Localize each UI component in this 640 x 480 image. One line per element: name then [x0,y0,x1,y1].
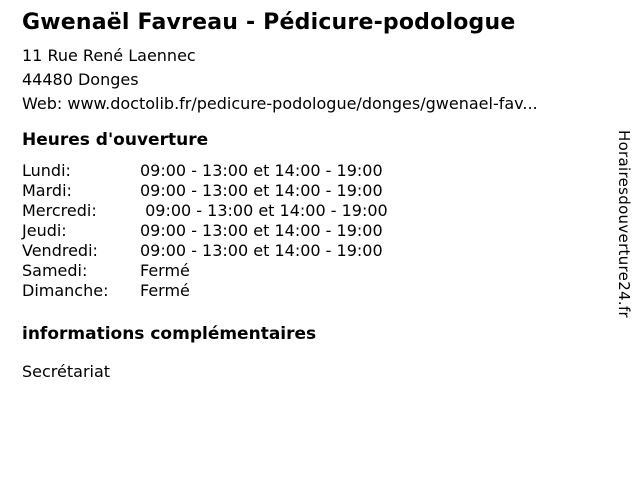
day-hours: Fermé [140,261,190,280]
day-label: Mardi: [22,181,72,200]
day-label: Mercredi: [22,201,97,220]
website-url: Web: www.doctolib.fr/pedicure-podologue/… [22,94,538,113]
address-city: 44480 Donges [22,70,139,89]
day-label: Samedi: [22,261,88,280]
hours-row: Mercredi: 09:00 - 13:00 et 14:00 - 19:00 [22,201,600,221]
main-content: Gwenaël Favreau - Pédicure-podologue 11 … [22,0,600,383]
day-hours: 09:00 - 13:00 et 14:00 - 19:00 [140,241,383,260]
hours-row: Dimanche: Fermé [22,281,600,301]
additional-info-value: Secrétariat [22,362,111,381]
hours-heading: Heures d'ouverture [22,130,209,150]
day-label: Dimanche: [22,281,109,300]
hours-row: Samedi: Fermé [22,261,600,281]
additional-info-heading: informations complémentaires [22,324,317,344]
hours-row: Vendredi: 09:00 - 13:00 et 14:00 - 19:00 [22,241,600,261]
hours-row: Jeudi: 09:00 - 13:00 et 14:00 - 19:00 [22,221,600,241]
day-hours: 09:00 - 13:00 et 14:00 - 19:00 [140,221,383,240]
day-label: Lundi: [22,161,71,180]
day-hours: 09:00 - 13:00 et 14:00 - 19:00 [140,201,388,220]
day-hours: Fermé [140,281,190,300]
day-hours: 09:00 - 13:00 et 14:00 - 19:00 [140,181,383,200]
day-label: Jeudi: [22,221,67,240]
address-block: 11 Rue René Laennec 44480 Donges Web: ww… [22,44,600,116]
page-title: Gwenaël Favreau - Pédicure-podologue [22,10,516,35]
day-label: Vendredi: [22,241,98,260]
day-hours: 09:00 - 13:00 et 14:00 - 19:00 [140,161,383,180]
watermark-site-name: Horairesdouverture24.fr [615,130,633,318]
hours-row: Lundi: 09:00 - 13:00 et 14:00 - 19:00 [22,161,600,181]
hours-table: Lundi: 09:00 - 13:00 et 14:00 - 19:00 Mard… [22,161,600,301]
hours-row: Mardi: 09:00 - 13:00 et 14:00 - 19:00 [22,181,600,201]
address-street: 11 Rue René Laennec [22,46,196,65]
